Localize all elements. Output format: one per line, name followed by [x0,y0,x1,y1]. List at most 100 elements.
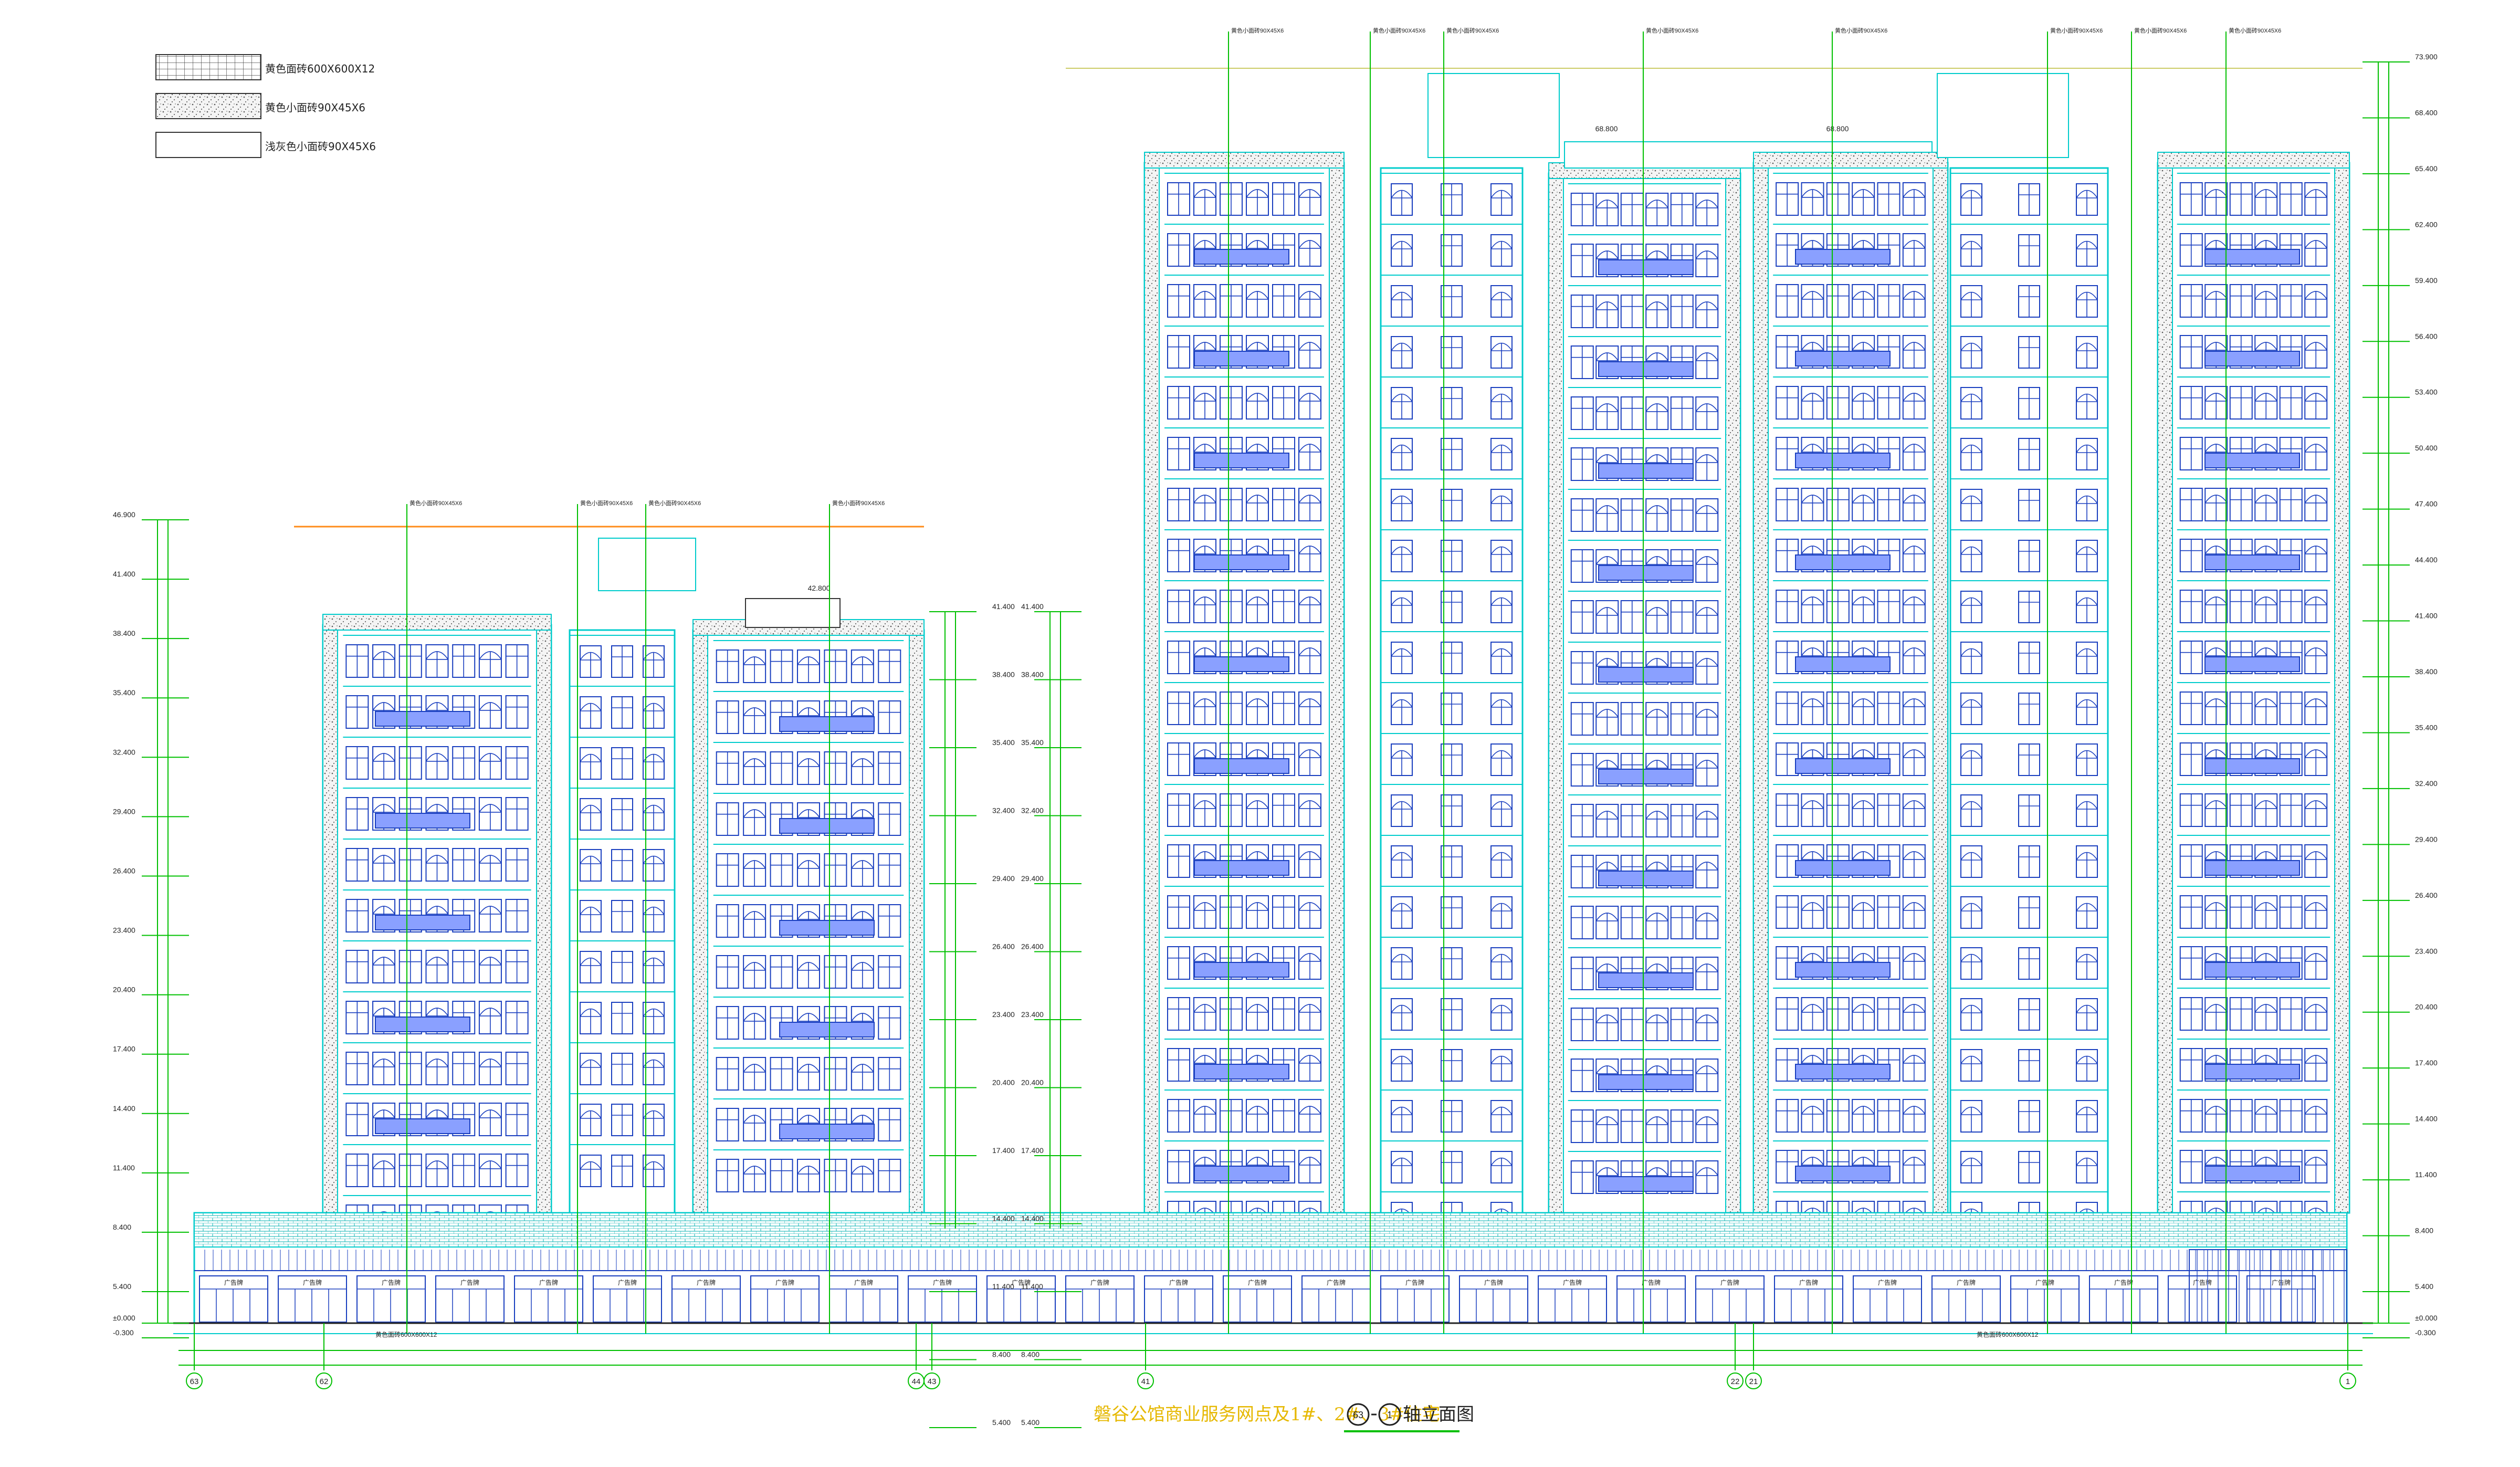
shop-front [1459,1275,1528,1323]
axis-label: 63 [190,1377,199,1386]
axis-bubble [1745,1372,1762,1389]
elev-label: 5.400 [992,1418,1011,1427]
balcony-band [375,711,470,727]
balcony-band [375,1118,470,1134]
balcony-band [1598,769,1694,784]
leader-note: 黄色小面砖90X45X6 [832,499,885,507]
axis-bubble [923,1372,940,1389]
parapet [1144,152,1345,169]
balcony-band [375,813,470,829]
leader-note: 黄色小面砖90X45X6 [580,499,633,507]
elev-label: 29.400 [2415,835,2438,843]
elev-label: 47.400 [2415,500,2438,508]
balcony-band [2204,1166,2300,1181]
texture-strip [322,624,338,1213]
axis-circle-to [1378,1403,1401,1426]
elev-label: 14.400 [113,1104,135,1113]
title-suffix: 轴立面图 [1403,1404,1474,1425]
shop-front [1380,1275,1450,1323]
balcony-band [1194,962,1289,978]
texture-strip [1933,162,1948,1213]
axis-label: 41 [1141,1377,1150,1386]
texture-strip [1144,162,1160,1213]
shop-front [278,1275,347,1323]
axis-bubble [1727,1372,1744,1389]
elev-label: 50.400 [2415,444,2438,452]
shop-front [199,1275,268,1323]
building-tall [1143,73,2350,1234]
shop-front [2089,1275,2158,1323]
leader-note: 黄色小面砖90X45X6 [410,499,462,507]
elev-label: 62.400 [2415,220,2438,228]
shop-sign: 广告牌 [1642,1279,1661,1286]
axis-label: 44 [912,1377,921,1386]
roof-mark: 42.800 [808,584,831,592]
balcony-band [2204,758,2300,774]
shop-sign: 广告牌 [2114,1279,2133,1286]
legend-label: 黄色面砖600X600X12 [265,62,375,75]
elev-label: 17.400 [113,1045,135,1053]
elev-label: 5.400 [2415,1282,2433,1291]
elev-label: 14.400 [2415,1115,2438,1123]
legend: 黄色面砖600X600X12 黄色小面砖90X45X6 浅灰色小面砖90X45X… [155,54,376,158]
balcony-band [1795,249,1891,265]
title-axis-from: 63 [1353,1410,1363,1420]
elev-label: 20.400 [1021,1078,1044,1087]
texture-strip [692,630,708,1213]
balcony-band [1598,871,1694,886]
elev-label: 8.400 [992,1350,1011,1359]
balcony-band [779,920,875,936]
leader-note: 黄色小面砖90X45X6 [1231,27,1284,34]
shop-front [1301,1275,1371,1323]
legend-swatch-plain [155,132,261,158]
shop-front [986,1275,1056,1323]
balcony-band [1598,565,1694,581]
shop-front [908,1275,977,1323]
elev-label: -0.300 [2415,1328,2436,1337]
balcony-band [2204,962,2300,978]
shop-sign: 广告牌 [303,1279,322,1286]
shop-sign: 广告牌 [2193,1279,2212,1286]
texture-strip [536,624,552,1213]
elev-label: 17.400 [1021,1146,1044,1155]
texture-strip [909,630,925,1213]
balcony-band [1194,860,1289,876]
elev-label: 26.400 [1021,942,1044,951]
elev-label: 41.400 [992,602,1015,611]
shop-front [750,1275,820,1323]
balcony-band [1795,351,1891,366]
leader-note: 黄色小面砖90X45X6 [1446,27,1499,34]
balcony-band [1194,656,1289,672]
balcony-band [1795,962,1891,978]
elev-label: 35.400 [113,688,135,697]
balcony-band [1194,453,1289,468]
balcony-band [779,818,875,834]
shop-sign: 广告牌 [1878,1279,1897,1286]
balcony-band [2204,1064,2300,1080]
shop-front [829,1275,898,1323]
elev-label: 23.400 [113,926,135,935]
shop-sign: 广告牌 [1405,1279,1424,1286]
balcony-band [1194,554,1289,570]
elev-label: 8.400 [1021,1350,1040,1359]
shop-front [2168,1275,2237,1323]
roof-structure [1427,73,1560,158]
axis-circle-from [1347,1403,1370,1426]
shop-sign: 广告牌 [1563,1279,1582,1286]
elev-label: 5.400 [1021,1418,1040,1427]
elev-label: 17.400 [2415,1059,2438,1067]
leader-note: 黄色小面砖90X45X6 [1646,27,1698,34]
elev-label: 26.400 [2415,891,2438,899]
elev-label: 14.400 [992,1214,1015,1223]
leader-note: 黄色小面砖90X45X6 [1373,27,1425,34]
elev-label: 8.400 [2415,1227,2433,1235]
elev-label: 20.400 [113,986,135,994]
elev-label: 73.900 [2415,53,2438,61]
legend-label: 黄色小面砖90X45X6 [265,101,365,114]
shop-sign: 广告牌 [1720,1279,1739,1286]
elev-label: 56.400 [2415,332,2438,340]
shop-sign: 广告牌 [697,1279,716,1286]
balcony-band [2204,860,2300,876]
texture-strip [1329,162,1345,1213]
balcony-band [1194,351,1289,366]
